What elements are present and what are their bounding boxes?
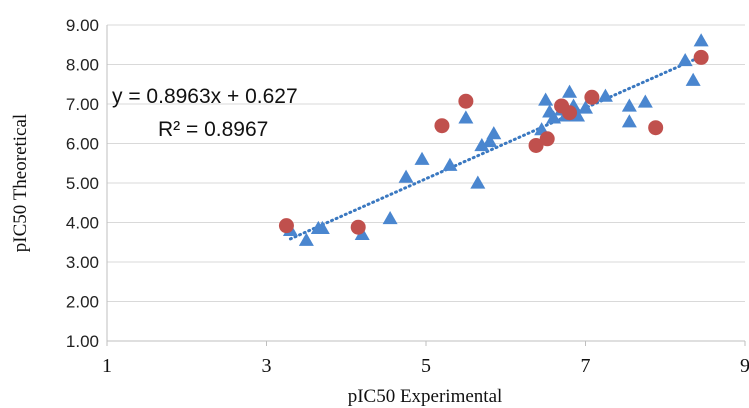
triangle-point (685, 72, 701, 86)
y-tick-label: 8.00 (66, 56, 99, 75)
triangle-point (470, 175, 486, 189)
triangle-point (486, 126, 502, 140)
y-tick-label: 4.00 (66, 214, 99, 233)
triangle-point (621, 98, 637, 112)
triangle-point (621, 114, 637, 128)
y-tick-label: 6.00 (66, 135, 99, 154)
triangle-point (482, 134, 498, 148)
circle-point (350, 219, 366, 235)
circle-point (434, 118, 450, 134)
triangle-point (414, 151, 430, 165)
triangle-point (546, 110, 562, 124)
circle-point (584, 89, 600, 105)
circle-point (539, 131, 555, 147)
gridlines (107, 24, 745, 302)
y-tick-label: 9.00 (66, 16, 99, 35)
y-tick-label: 3.00 (66, 253, 99, 272)
triangle-point (538, 92, 554, 106)
y-axis-title: pIC50 Theoretical (10, 114, 31, 252)
x-tick-label: 5 (421, 355, 431, 377)
x-tick-label: 7 (581, 355, 591, 377)
circle-point (562, 105, 578, 121)
triangle-point (693, 33, 709, 47)
circle-point (693, 49, 709, 65)
data-points (278, 33, 709, 246)
circle-point (278, 218, 294, 234)
y-tick-label: 2.00 (66, 293, 99, 312)
triangle-point (298, 232, 314, 246)
circle-point (458, 93, 474, 109)
triangle-point (597, 88, 613, 102)
x-tick-label: 9 (740, 355, 749, 377)
y-tick-labels: 1.00 2.00 3.00 4.00 5.00 6.00 7.00 8.00 9.00 (66, 16, 99, 351)
r-squared-label: R² = 0.8967 (158, 118, 268, 141)
triangle-point (458, 110, 474, 124)
y-tick-label: 1.00 (66, 332, 99, 351)
y-tick-label: 5.00 (66, 174, 99, 193)
triangle-point (578, 100, 593, 114)
y-tick-label: 7.00 (66, 95, 99, 114)
triangle-point (637, 94, 653, 108)
triangle-point (562, 84, 578, 98)
triangle-point (314, 220, 330, 235)
x-tick-labels: 1 3 5 7 9 (102, 341, 749, 377)
circle-point (528, 137, 544, 153)
triangle-point (398, 169, 414, 183)
trendline-group (288, 55, 703, 241)
circle-point (648, 120, 664, 136)
triangle-point (474, 137, 490, 152)
triangle-point (677, 53, 693, 67)
triangle-point (382, 211, 398, 225)
x-axis-title: pIC50 Experimental (348, 386, 503, 407)
trendline (288, 55, 703, 241)
equation-label: y = 0.8963x + 0.627 (112, 85, 298, 108)
x-tick-label: 1 (102, 355, 112, 377)
triangle-point (442, 157, 458, 171)
x-tick-label: 3 (262, 355, 272, 377)
